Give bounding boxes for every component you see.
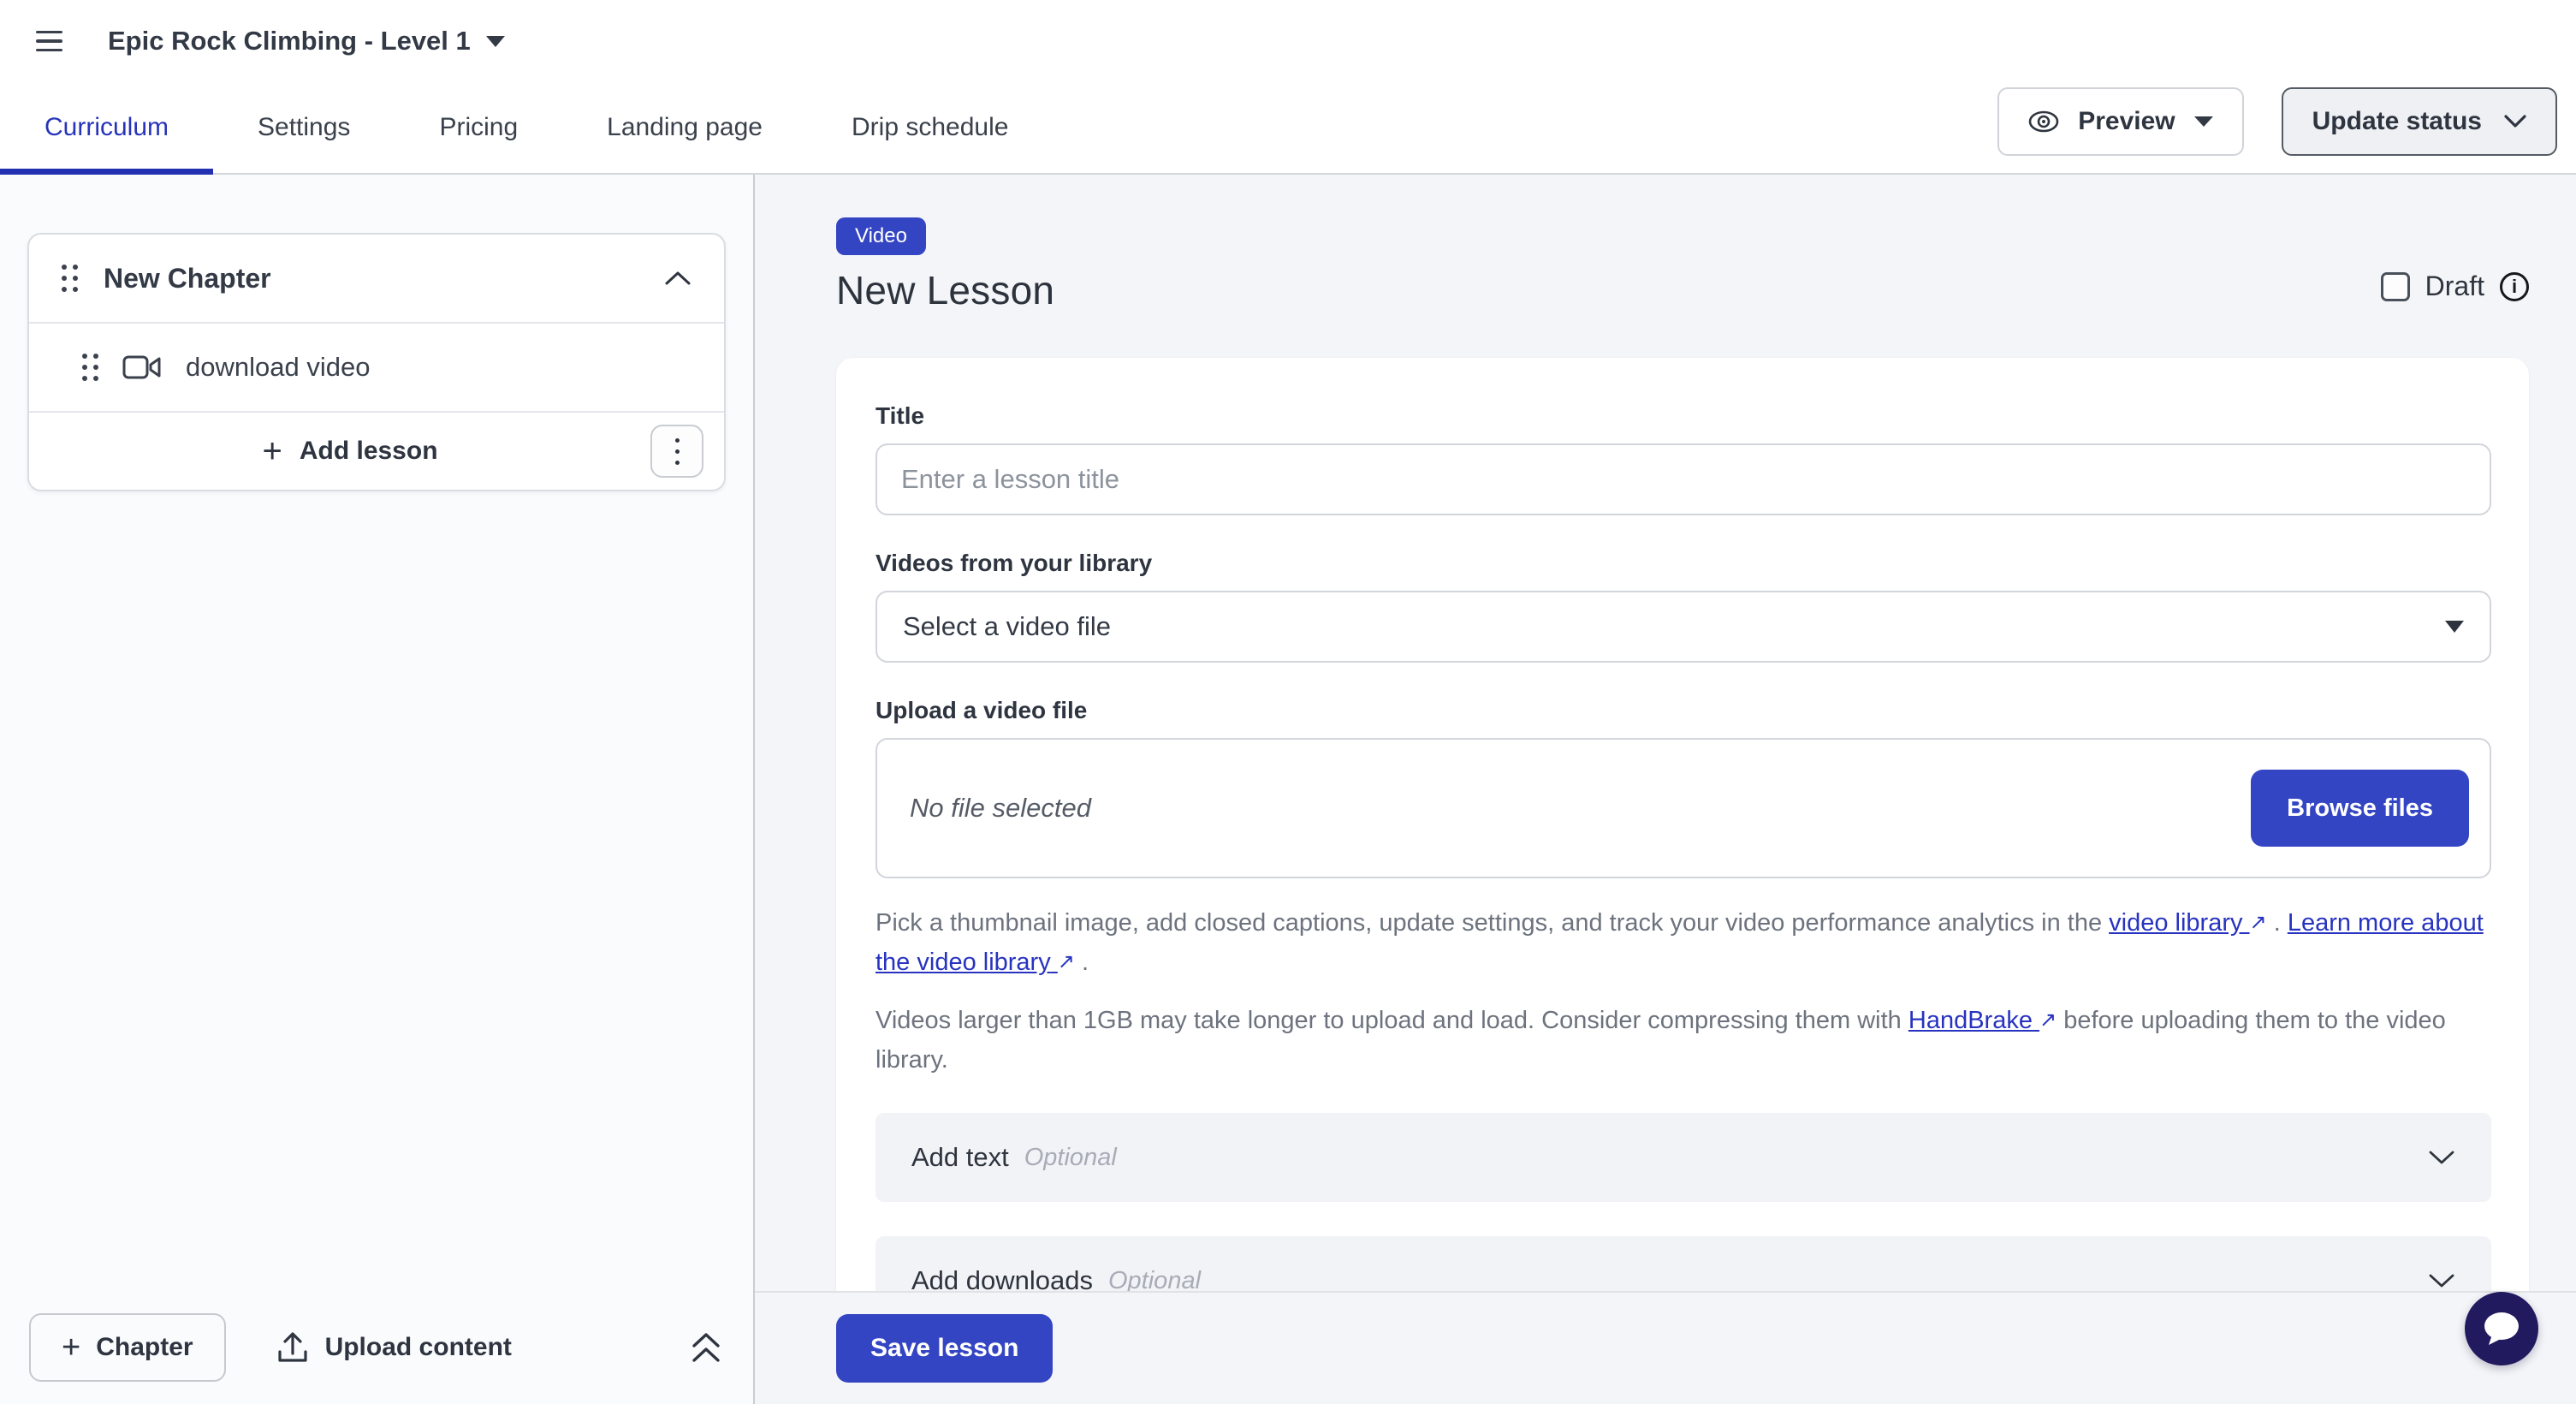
video-library-select[interactable]: Select a video file bbox=[875, 591, 2491, 663]
external-link-icon: ↗ bbox=[2039, 1008, 2057, 1032]
add-downloads-label: Add downloads bbox=[911, 1265, 1093, 1291]
top-header: Epic Rock Climbing - Level 1 Curriculum … bbox=[0, 0, 2576, 175]
lesson-editor: Video New Lesson Draft i Title Videos fr… bbox=[755, 175, 2576, 1404]
compression-help-text: Videos larger than 1GB may take longer t… bbox=[875, 1002, 2491, 1079]
draft-label: Draft bbox=[2425, 271, 2484, 301]
upload-content-button[interactable]: Upload content bbox=[277, 1331, 512, 1364]
help-text-segment: Videos larger than 1GB may take longer t… bbox=[875, 1007, 1908, 1034]
collapse-all-button[interactable] bbox=[690, 1330, 722, 1365]
tab-curriculum[interactable]: Curriculum bbox=[0, 82, 214, 175]
upload-icon bbox=[277, 1332, 307, 1362]
upload-field-label: Upload a video file bbox=[875, 697, 1088, 723]
curriculum-sidebar: New Chapter download video bbox=[0, 175, 755, 1404]
chevron-down-icon bbox=[2193, 116, 2213, 127]
title-field-label: Title bbox=[875, 402, 925, 429]
kebab-menu-icon bbox=[674, 437, 680, 443]
optional-label: Optional bbox=[1108, 1266, 1202, 1292]
preview-label: Preview bbox=[2078, 107, 2175, 135]
add-text-label: Add text bbox=[911, 1142, 1009, 1172]
save-footer: Save lesson bbox=[755, 1291, 2576, 1404]
page-body: New Chapter download video bbox=[0, 175, 2576, 1404]
course-title: Epic Rock Climbing - Level 1 bbox=[108, 26, 471, 56]
sidebar-footer: + Chapter Upload content bbox=[0, 1291, 751, 1404]
help-text-segment: before uploading them to the video libra… bbox=[875, 1007, 2446, 1074]
chevron-down-icon bbox=[485, 35, 505, 47]
double-chevron-up-icon bbox=[692, 1333, 720, 1362]
video-library-link[interactable]: video library ↗ bbox=[2109, 909, 2267, 937]
lesson-item[interactable]: download video bbox=[29, 324, 724, 411]
chevron-down-icon bbox=[2504, 115, 2526, 128]
plus-icon: + bbox=[62, 1330, 81, 1365]
add-text-accordion[interactable]: Add text Optional bbox=[875, 1113, 2491, 1202]
info-icon[interactable]: i bbox=[2500, 271, 2529, 301]
chat-bubble-icon bbox=[2484, 1312, 2519, 1345]
upload-content-label: Upload content bbox=[324, 1333, 512, 1361]
course-title-dropdown[interactable]: Epic Rock Climbing - Level 1 bbox=[108, 26, 505, 57]
update-status-button[interactable]: Update status bbox=[2281, 87, 2557, 156]
external-link-icon: ↗ bbox=[1057, 950, 1075, 973]
add-lesson-label: Add lesson bbox=[299, 437, 438, 465]
library-field-label: Videos from your library bbox=[875, 550, 1153, 576]
no-file-text: No file selected bbox=[910, 793, 1091, 823]
divider bbox=[29, 411, 724, 413]
drag-handle-icon[interactable] bbox=[82, 354, 98, 381]
help-text-segment: . bbox=[2266, 909, 2288, 937]
tab-landing-page[interactable]: Landing page bbox=[562, 82, 807, 173]
caret-down-icon bbox=[2445, 621, 2464, 633]
video-library-help-text: Pick a thumbnail image, add closed capti… bbox=[875, 904, 2491, 983]
chapter-options-button[interactable] bbox=[650, 425, 703, 478]
add-chapter-label: Chapter bbox=[96, 1333, 193, 1361]
add-downloads-accordion[interactable]: Add downloads Optional bbox=[875, 1236, 2491, 1291]
help-text-segment: . bbox=[1074, 949, 1089, 976]
lesson-header: Video New Lesson Draft i bbox=[836, 217, 2529, 313]
hamburger-menu-icon[interactable] bbox=[26, 17, 74, 65]
chat-widget-button[interactable] bbox=[2465, 1292, 2538, 1365]
external-link-icon: ↗ bbox=[2249, 911, 2267, 934]
lesson-title: download video bbox=[186, 352, 371, 382]
file-upload-field: No file selected Browse files bbox=[875, 738, 2491, 878]
tab-bar: Curriculum Settings Pricing Landing page… bbox=[0, 82, 2576, 175]
chevron-up-icon[interactable] bbox=[664, 271, 691, 286]
handbrake-link[interactable]: HandBrake ↗ bbox=[1908, 1007, 2057, 1034]
eye-icon bbox=[2028, 110, 2059, 133]
lesson-title-input[interactable] bbox=[875, 443, 2491, 515]
preview-button[interactable]: Preview bbox=[1997, 87, 2244, 156]
add-lesson-button[interactable]: + Add lesson bbox=[50, 413, 650, 490]
plus-icon: + bbox=[262, 432, 282, 470]
video-library-select-value: Select a video file bbox=[903, 611, 1111, 641]
lesson-editor-scroll: Video New Lesson Draft i Title Videos fr… bbox=[755, 175, 2576, 1291]
learn-more-link[interactable]: Learn more about the video library ↗ bbox=[875, 909, 2484, 976]
header-actions: Preview Update status bbox=[1997, 82, 2557, 161]
tab-pricing[interactable]: Pricing bbox=[395, 82, 562, 173]
optional-label: Optional bbox=[1024, 1143, 1117, 1171]
page-title: New Lesson bbox=[836, 268, 1055, 312]
divider bbox=[29, 322, 724, 324]
chapter-card: New Chapter download video bbox=[27, 233, 726, 491]
title-row: Epic Rock Climbing - Level 1 bbox=[0, 0, 2576, 82]
chapter-header[interactable]: New Chapter bbox=[29, 235, 724, 322]
save-lesson-button[interactable]: Save lesson bbox=[836, 1314, 1054, 1383]
drag-handle-icon[interactable] bbox=[62, 265, 78, 292]
draft-checkbox[interactable] bbox=[2380, 271, 2410, 301]
chevron-down-icon bbox=[2429, 1274, 2454, 1288]
chapter-footer: + Add lesson bbox=[29, 413, 724, 490]
browse-files-button[interactable]: Browse files bbox=[2251, 770, 2469, 847]
chevron-down-icon bbox=[2429, 1151, 2454, 1164]
lesson-type-badge: Video bbox=[836, 217, 926, 255]
chapter-title: New Chapter bbox=[104, 262, 271, 294]
video-camera-icon bbox=[122, 355, 161, 379]
lesson-form-card: Title Videos from your library Select a … bbox=[836, 358, 2529, 1291]
tab-drip-schedule[interactable]: Drip schedule bbox=[807, 82, 1053, 173]
add-chapter-button[interactable]: + Chapter bbox=[29, 1313, 226, 1382]
help-text-segment: Pick a thumbnail image, add closed capti… bbox=[875, 909, 2110, 937]
update-status-label: Update status bbox=[2312, 107, 2482, 135]
draft-toggle-group: Draft i bbox=[2380, 271, 2529, 302]
tab-settings[interactable]: Settings bbox=[213, 82, 395, 173]
